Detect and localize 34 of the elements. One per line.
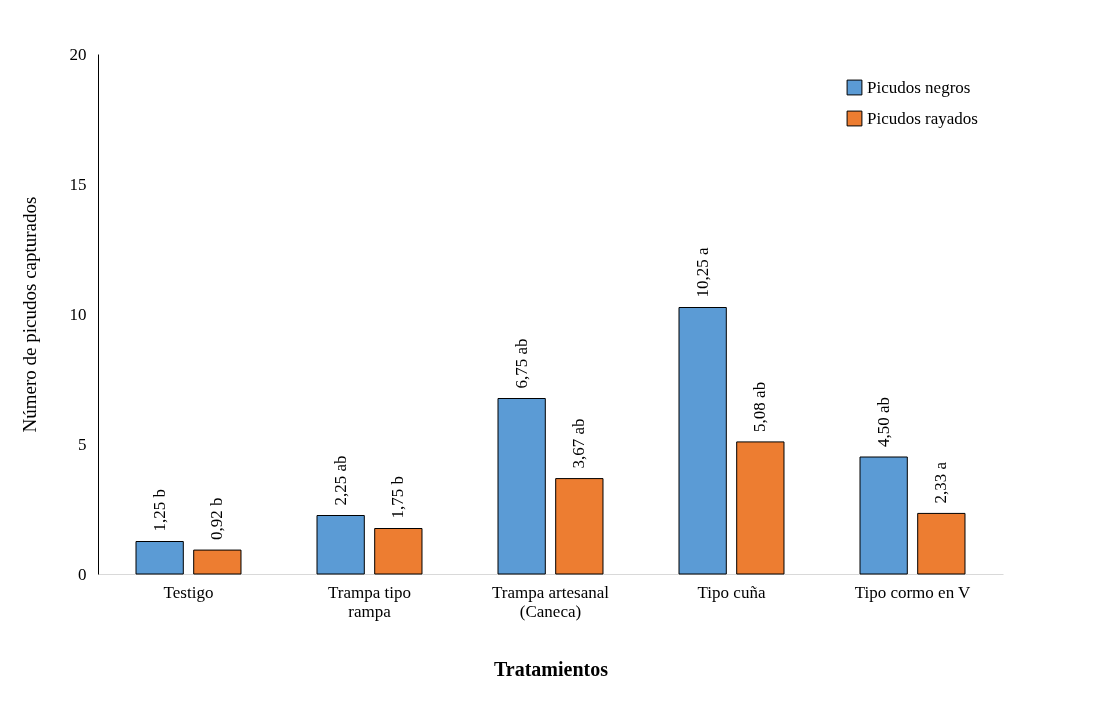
data-label: 2,33 a	[931, 461, 951, 504]
x-tick-label: Tipo cuña	[697, 582, 766, 602]
bar	[374, 528, 423, 575]
data-label: 4,50 ab	[873, 396, 893, 447]
data-label: 5,08 ab	[750, 381, 770, 432]
data-label: 2,25 ab	[330, 455, 350, 506]
bar	[859, 456, 908, 575]
data-label: 1,75 b	[388, 476, 408, 519]
bar	[135, 541, 184, 575]
data-label: 6,75 ab	[511, 338, 531, 389]
y-tick-label: 20	[69, 44, 87, 64]
bar	[316, 515, 365, 575]
x-axis-title: Tratamientos	[493, 657, 609, 680]
data-label: 3,67 ab	[569, 418, 589, 469]
data-label: 0,92 b	[207, 497, 227, 541]
y-tick-label: 10	[69, 304, 87, 324]
legend-label: Picudos negros	[867, 77, 971, 97]
bar	[497, 398, 546, 575]
bar	[193, 549, 242, 575]
bar	[736, 441, 785, 575]
legend-label: Picudos rayados	[867, 108, 978, 128]
x-tick-label: Testigo	[163, 582, 214, 602]
x-tick-label: Trampa tipo rampa	[328, 582, 411, 621]
y-tick-label: 5	[78, 434, 87, 454]
y-tick-label: 15	[69, 174, 87, 194]
bar	[917, 512, 966, 575]
y-axis-title: Número de picudos capturados	[18, 196, 40, 433]
y-tick-label: 0	[78, 564, 87, 584]
x-tick-label: Trampa artesanal (Caneca)	[492, 582, 610, 621]
bar	[678, 307, 727, 575]
x-tick-label: Tipo cormo en V	[854, 582, 972, 602]
data-label: 10,25 a	[692, 247, 712, 298]
bar	[555, 478, 604, 575]
data-label: 1,25 b	[149, 489, 169, 532]
